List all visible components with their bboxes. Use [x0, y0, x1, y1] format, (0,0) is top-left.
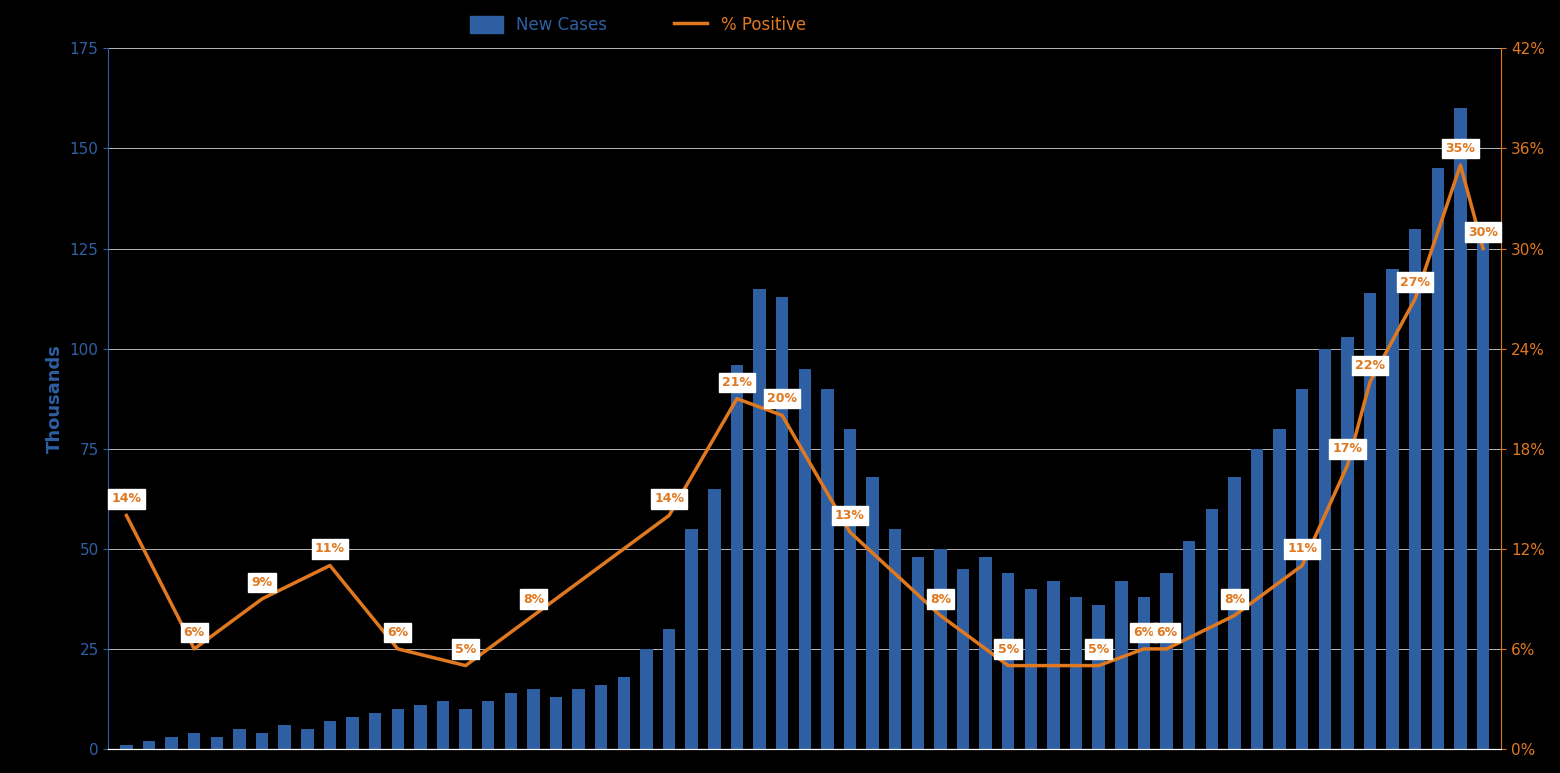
Bar	[844, 429, 856, 749]
Text: 27%: 27%	[1401, 275, 1431, 288]
Bar	[775, 297, 788, 749]
Text: 5%: 5%	[998, 642, 1019, 656]
Bar	[301, 729, 314, 749]
Bar	[211, 737, 223, 749]
Bar	[799, 369, 811, 749]
Bar	[1387, 268, 1399, 749]
Text: 13%: 13%	[835, 509, 864, 522]
Text: 6%: 6%	[387, 626, 409, 639]
Bar	[189, 733, 201, 749]
Text: 9%: 9%	[251, 576, 273, 589]
Bar	[1025, 589, 1037, 749]
Text: 14%: 14%	[111, 492, 142, 506]
Text: 6%: 6%	[1156, 626, 1178, 639]
Bar	[1296, 389, 1309, 749]
Text: 30%: 30%	[1468, 226, 1498, 239]
Bar	[1318, 349, 1331, 749]
Bar	[1161, 573, 1173, 749]
Bar	[437, 701, 449, 749]
Bar	[1002, 573, 1014, 749]
Bar	[279, 725, 290, 749]
Bar	[573, 689, 585, 749]
Text: 35%: 35%	[1446, 142, 1476, 155]
Bar	[1115, 581, 1128, 749]
Bar	[256, 733, 268, 749]
Bar	[1363, 292, 1376, 749]
Bar	[1273, 429, 1285, 749]
Bar	[1409, 229, 1421, 749]
Bar	[482, 701, 495, 749]
Bar	[821, 389, 833, 749]
Legend: New Cases, % Positive: New Cases, % Positive	[462, 8, 814, 43]
Bar	[753, 288, 766, 749]
Bar	[1047, 581, 1059, 749]
Bar	[1070, 597, 1083, 749]
Bar	[618, 677, 630, 749]
Text: 14%: 14%	[654, 492, 685, 506]
Bar	[1206, 509, 1218, 749]
Bar	[165, 737, 178, 749]
Bar	[640, 649, 652, 749]
Text: 22%: 22%	[1356, 359, 1385, 372]
Bar	[956, 569, 969, 749]
Text: 6%: 6%	[184, 626, 204, 639]
Bar	[120, 745, 133, 749]
Bar	[1137, 597, 1150, 749]
Bar	[504, 693, 516, 749]
Bar	[708, 489, 721, 749]
Text: 8%: 8%	[930, 593, 952, 605]
Text: 6%: 6%	[1134, 626, 1154, 639]
Text: 11%: 11%	[1287, 543, 1317, 556]
Bar	[234, 729, 246, 749]
Bar	[594, 685, 607, 749]
Text: 8%: 8%	[1223, 593, 1245, 605]
Bar	[1342, 336, 1354, 749]
Bar	[144, 741, 156, 749]
Bar	[324, 721, 335, 749]
Text: 8%: 8%	[523, 593, 544, 605]
Bar	[413, 705, 426, 749]
Bar	[1228, 477, 1240, 749]
Bar	[1182, 541, 1195, 749]
Bar	[346, 717, 359, 749]
Bar	[911, 557, 924, 749]
Bar	[392, 709, 404, 749]
Text: 21%: 21%	[722, 376, 752, 389]
Text: 11%: 11%	[315, 543, 345, 556]
Bar	[1092, 604, 1104, 749]
Bar	[1432, 169, 1445, 749]
Text: 20%: 20%	[768, 393, 797, 405]
Bar	[459, 709, 471, 749]
Text: 5%: 5%	[456, 642, 476, 656]
Text: 5%: 5%	[1087, 642, 1109, 656]
Bar	[685, 529, 697, 749]
Bar	[866, 477, 878, 749]
Bar	[980, 557, 992, 749]
Bar	[889, 529, 902, 749]
Bar	[1454, 108, 1466, 749]
Y-axis label: Thousands: Thousands	[47, 344, 64, 453]
Bar	[1477, 237, 1490, 749]
Bar	[527, 689, 540, 749]
Bar	[549, 697, 562, 749]
Bar	[1251, 448, 1264, 749]
Bar	[730, 365, 743, 749]
Bar	[934, 549, 947, 749]
Text: 17%: 17%	[1332, 442, 1362, 455]
Bar	[368, 713, 381, 749]
Bar	[663, 629, 675, 749]
